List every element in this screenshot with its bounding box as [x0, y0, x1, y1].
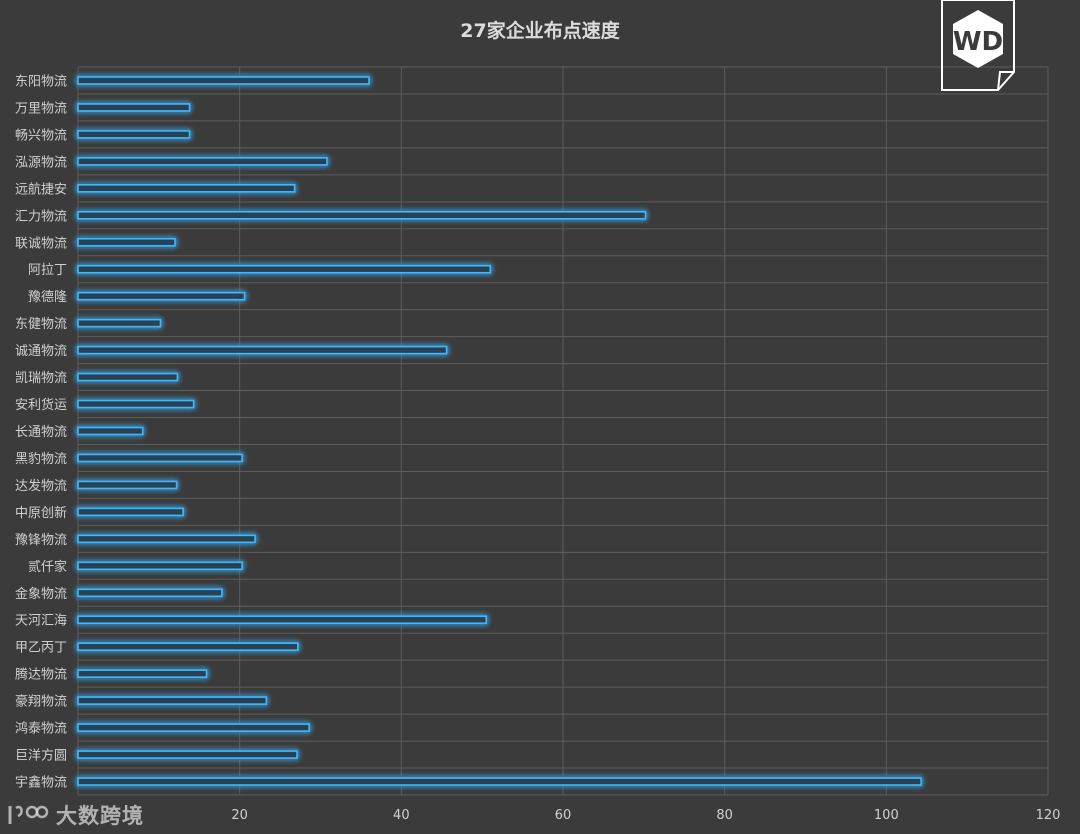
category-label: 东健物流 — [15, 317, 67, 332]
bar — [77, 615, 488, 625]
svg-text:WD: WD — [953, 27, 1003, 57]
bar — [77, 642, 299, 652]
bars — [77, 76, 922, 786]
x-tick-labels: 20 40 60 80 100 120 — [231, 808, 1060, 823]
bar — [77, 426, 144, 436]
bar — [77, 480, 178, 490]
category-label: 豫锋物流 — [15, 533, 67, 548]
category-label: 东阳物流 — [15, 74, 67, 89]
category-label: 豫德隆 — [28, 290, 67, 305]
bar — [77, 561, 243, 571]
category-label: 安利货运 — [15, 397, 67, 413]
bar — [77, 210, 647, 220]
bar — [77, 103, 191, 112]
category-label: 诚通物流 — [15, 344, 67, 359]
category-labels: 东阳物流万里物流畅兴物流泓源物流远航捷安汇力物流联诚物流阿拉丁豫德隆东健物流诚通… — [15, 74, 67, 790]
bar — [77, 372, 179, 382]
category-label: 甲乙丙丁 — [15, 641, 67, 656]
category-label: 远航捷安 — [15, 181, 67, 197]
category-label: 万里物流 — [15, 101, 67, 116]
bar — [77, 588, 223, 598]
bar — [77, 723, 310, 732]
bar — [77, 264, 492, 274]
bar — [77, 76, 370, 85]
category-label: 腾达物流 — [15, 667, 67, 683]
grid — [77, 66, 1049, 796]
bar — [77, 157, 328, 166]
bar — [77, 696, 268, 705]
category-label: 鸿泰物流 — [15, 721, 67, 737]
x-tick-label: 20 — [231, 808, 248, 823]
bar — [77, 130, 191, 139]
x-tick-label: 100 — [874, 808, 899, 823]
bar — [77, 507, 184, 517]
category-label: 金象物流 — [15, 586, 67, 602]
chart-title: 27家企业布点速度 — [460, 20, 620, 42]
category-label: 联诚物流 — [15, 236, 67, 251]
bar — [77, 291, 246, 301]
bar — [77, 777, 922, 786]
category-label: 豪翔物流 — [15, 694, 67, 710]
bar — [77, 345, 448, 355]
category-label: 巨洋方圆 — [15, 748, 67, 764]
category-label: 中原创新 — [15, 505, 67, 521]
bar — [77, 184, 296, 193]
dashu-logo-icon — [8, 805, 49, 824]
category-label: 凯瑞物流 — [15, 371, 67, 386]
category-label: 黑豹物流 — [15, 452, 67, 467]
watermark-text: 大数跨境 — [56, 804, 144, 828]
category-label: 阿拉丁 — [28, 263, 67, 278]
wd-hexagon-logo-icon: WD — [941, 0, 1015, 91]
bar — [77, 534, 256, 544]
category-label: 宇鑫物流 — [15, 775, 67, 791]
bar — [77, 237, 176, 247]
bar — [77, 318, 162, 328]
bar — [77, 399, 195, 409]
category-label: 天河汇海 — [15, 614, 67, 629]
category-label: 畅兴物流 — [15, 128, 67, 143]
x-tick-label: 60 — [555, 808, 572, 823]
category-label: 贰仟家 — [28, 559, 67, 575]
x-tick-label: 40 — [393, 808, 410, 823]
bar — [77, 453, 243, 463]
bar — [77, 750, 298, 759]
category-label: 长通物流 — [15, 425, 67, 440]
category-label: 汇力物流 — [15, 209, 67, 224]
x-tick-label: 80 — [716, 808, 733, 823]
watermark: 大数跨境 — [6, 800, 144, 830]
category-label: 泓源物流 — [15, 155, 67, 170]
bar — [77, 669, 208, 678]
x-tick-label: 120 — [1036, 808, 1061, 823]
category-label: 达发物流 — [15, 478, 67, 494]
